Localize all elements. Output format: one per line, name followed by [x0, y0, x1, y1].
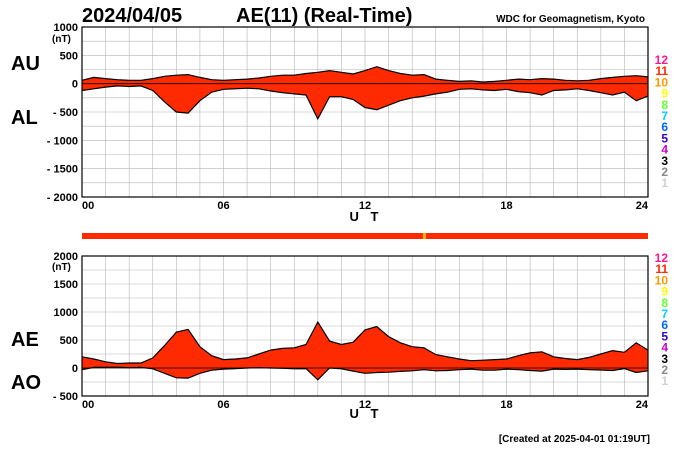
- y-tick-label: 1000: [54, 307, 78, 319]
- al-side-label: AL: [11, 107, 38, 129]
- organization-label: WDC for Geomagnetism, Kyoto: [496, 14, 645, 25]
- x-tick-label: 18: [500, 399, 512, 411]
- legend-item: 11: [655, 64, 668, 78]
- ae-ao-unit-label: (nT): [52, 262, 71, 273]
- y-tick-label: - 1000: [47, 135, 78, 147]
- y-tick-label: 1000: [54, 22, 78, 34]
- legend-item: 9: [661, 87, 668, 101]
- legend-item: 5: [661, 131, 668, 145]
- au-side-label: AU: [11, 53, 40, 75]
- x-tick-label: 06: [217, 399, 229, 411]
- ae-ao-x-axis-label: U T: [350, 406, 383, 421]
- data-status-bar: [82, 233, 648, 239]
- x-tick-label: 06: [217, 200, 229, 212]
- legend-item: 6: [661, 318, 668, 332]
- y-tick-label: - 500: [53, 107, 78, 119]
- ae-side-label: AE: [11, 329, 39, 351]
- y-tick-label: 2000: [54, 251, 78, 263]
- legend-item: 8: [661, 296, 668, 310]
- legend-item: 1: [661, 374, 668, 388]
- status-bar-fill: [82, 233, 648, 239]
- legend-item: 9: [661, 285, 668, 299]
- x-tick-label: 12: [359, 399, 371, 411]
- x-tick-label: 24: [636, 200, 649, 212]
- ao-side-label: AO: [11, 372, 41, 394]
- series-au-line: [81, 66, 649, 83]
- legend-item: 10: [655, 273, 669, 287]
- legend-item: 2: [661, 363, 668, 377]
- y-tick-label: 500: [60, 335, 78, 347]
- legend-item: 1: [661, 176, 668, 190]
- legend-item: 4: [661, 143, 668, 157]
- au-al-unit-label: (nT): [52, 34, 71, 45]
- y-tick-label: - 1500: [47, 164, 78, 176]
- au-al-filled-area: [82, 66, 648, 119]
- x-tick-label: 12: [359, 200, 371, 212]
- x-tick-label: 00: [82, 200, 94, 212]
- created-timestamp: [Created at 2025-04-01 01:19UT]: [499, 434, 650, 445]
- ae-ao-filled-area: [82, 322, 648, 380]
- legend-item: 10: [655, 75, 669, 89]
- au-al-x-axis-label: U T: [350, 209, 383, 224]
- legend-item: 4: [661, 341, 668, 355]
- ae-ao-panel: AE AO (nT) U T 2000 1500 1000 500 0 - 500 00 06…: [11, 251, 649, 421]
- x-tick-label: 18: [500, 200, 512, 212]
- plot-frame: [81, 255, 649, 397]
- y-tick-label: - 500: [53, 391, 78, 403]
- date-title: 2024/04/05: [82, 5, 182, 27]
- au-al-panel: AU AL (nT) U T 1000 500 0 - 500 - 1000 - 1500…: [11, 22, 649, 224]
- x-tick-label: 24: [636, 399, 649, 411]
- legend-item: 5: [661, 329, 668, 343]
- series-ao-line: [81, 366, 649, 381]
- legend-item: 2: [661, 165, 668, 179]
- legend-item: 7: [661, 109, 668, 123]
- y-tick-label: 0: [72, 363, 78, 375]
- y-tick-label: 0: [72, 79, 78, 91]
- index-title: AE(11) (Real-Time): [236, 5, 412, 27]
- legend-item: 12: [655, 251, 669, 265]
- legend-item: 8: [661, 98, 668, 112]
- y-tick-label: 1500: [54, 279, 78, 291]
- y-tick-label: - 2000: [47, 192, 78, 204]
- legend-item: 11: [655, 262, 668, 276]
- y-tick-label: 500: [60, 50, 78, 62]
- legend-item: 12: [655, 53, 669, 67]
- legend-item: 7: [661, 307, 668, 321]
- series-ae-line: [81, 320, 649, 365]
- legend-item: 3: [661, 352, 668, 366]
- status-bar-marker: [422, 233, 426, 239]
- series-al-line: [81, 85, 649, 121]
- plot-frame: [81, 26, 649, 198]
- legend-item: 3: [661, 154, 668, 168]
- legend-item: 6: [661, 120, 668, 134]
- x-tick-label: 00: [82, 399, 94, 411]
